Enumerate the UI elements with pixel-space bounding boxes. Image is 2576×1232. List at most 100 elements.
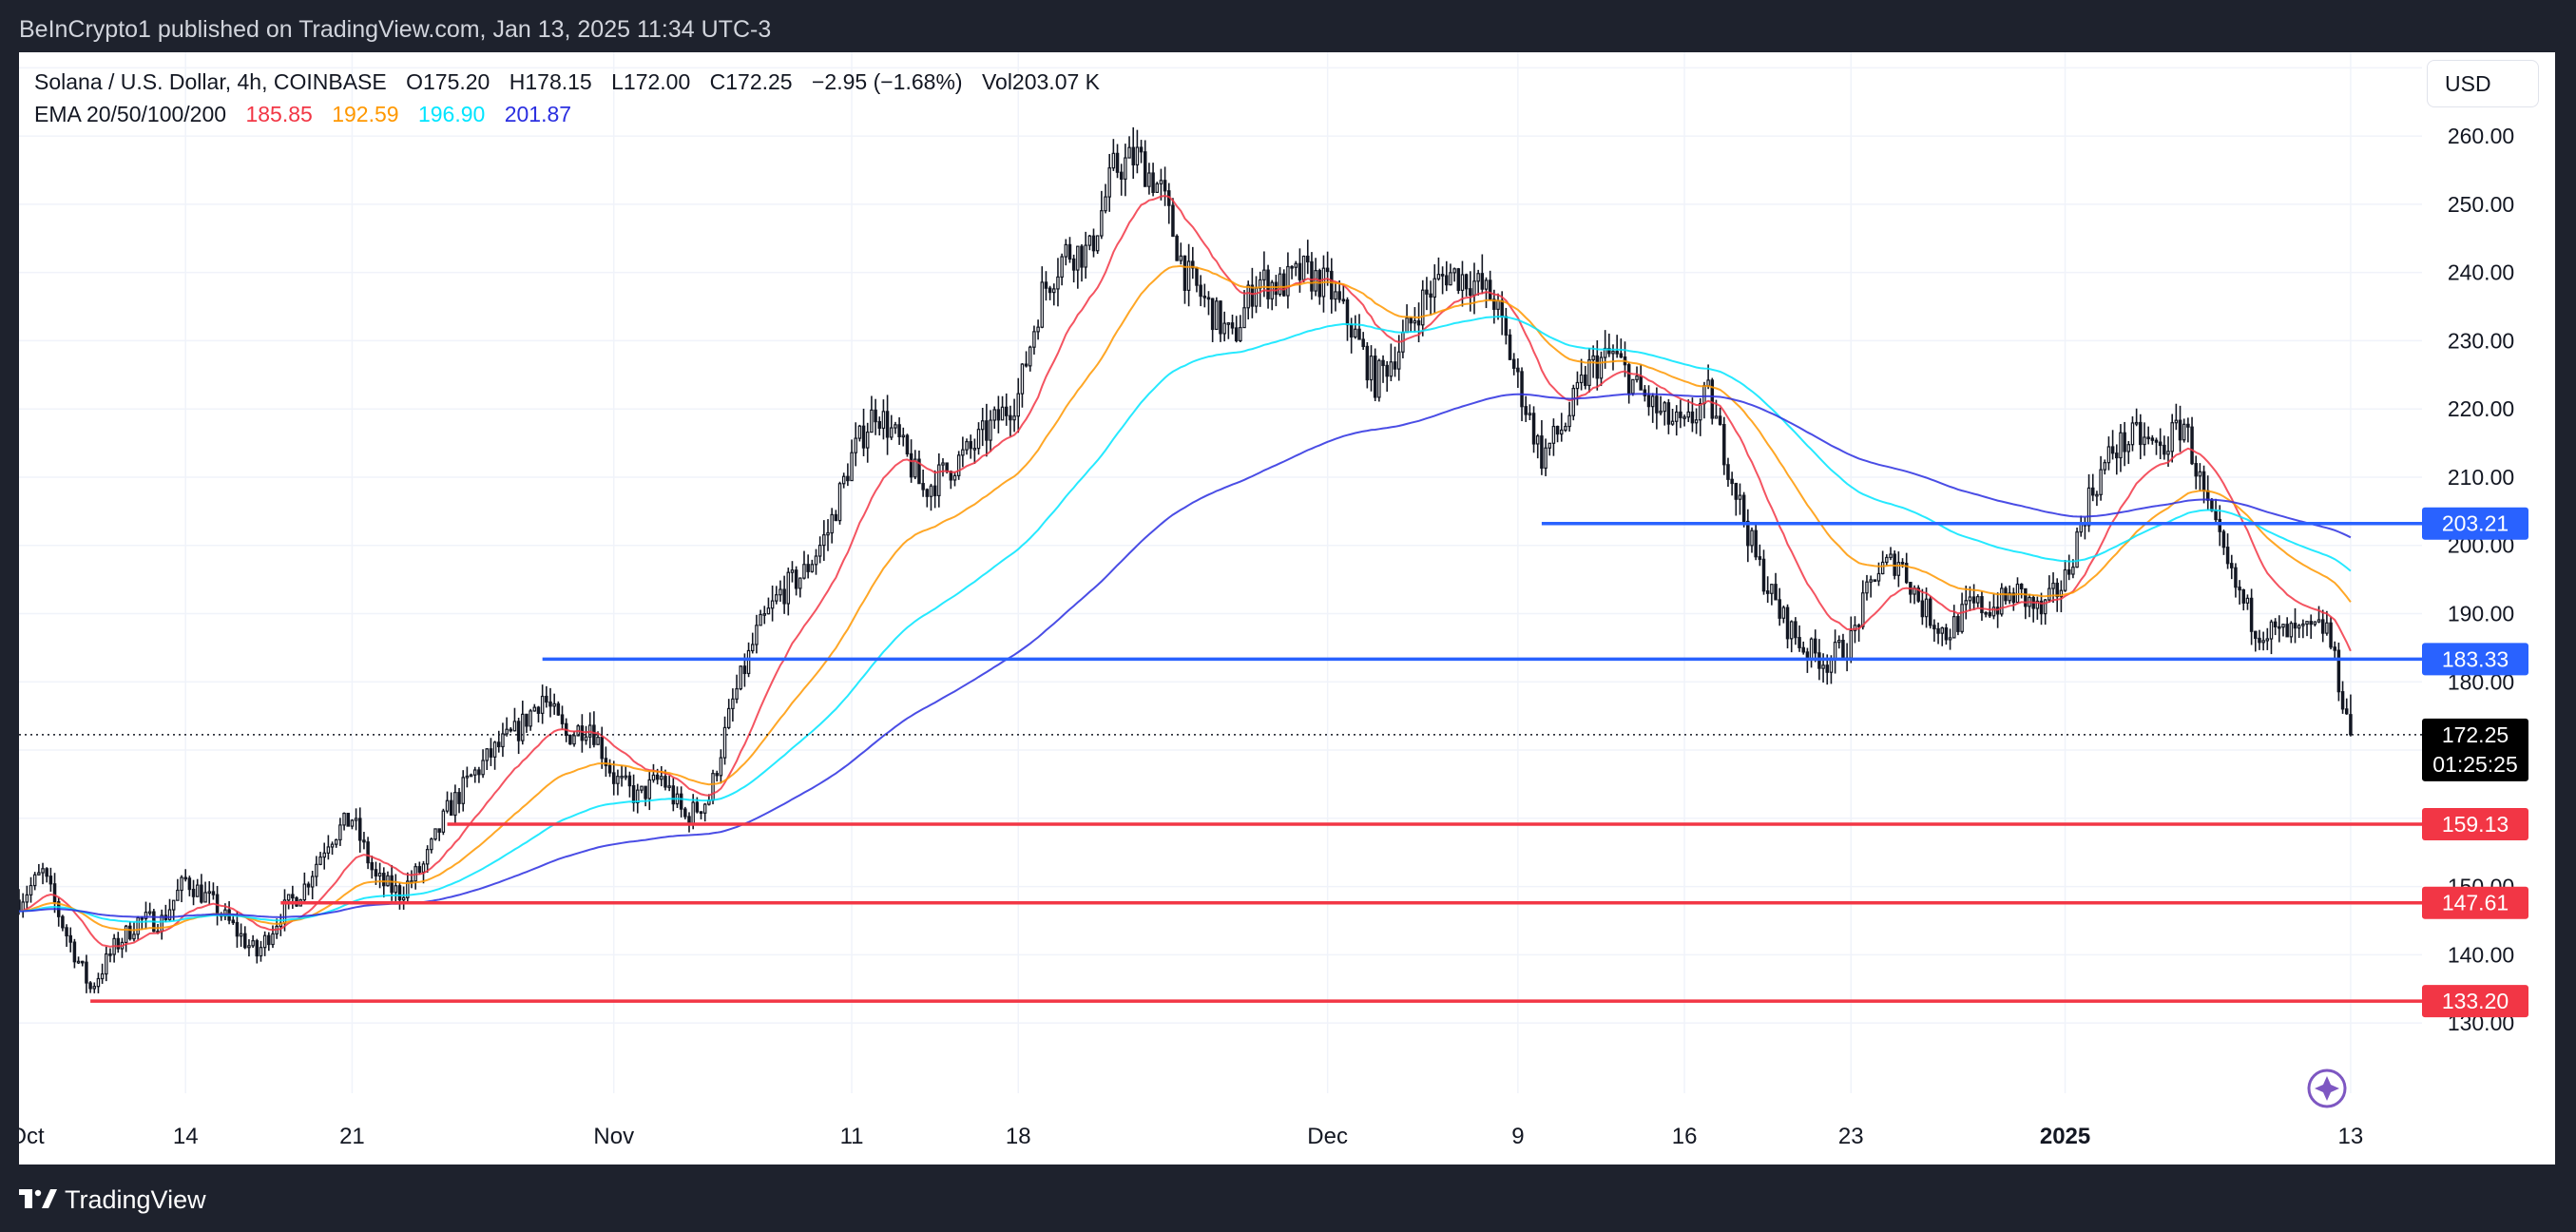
candle-body [2281,624,2285,628]
candle-body [2130,422,2135,446]
candle-body [2285,624,2289,638]
candle-body [1012,415,1016,421]
candle-body [2305,621,2309,626]
candle-body [1182,255,1187,291]
candle-body [318,857,322,865]
candle-body [1278,273,1282,296]
candle-body [1869,579,1873,583]
candle-body [171,899,176,911]
candle-body [2278,626,2281,629]
candle-body [481,760,485,776]
candle-body [1829,659,1834,673]
candle-body [1813,638,1817,654]
ema-label[interactable]: EMA 20/50/100/200 [34,102,227,126]
candle-body [870,409,874,433]
candle-body [735,687,739,700]
candle-body [1920,600,1925,618]
candle-body [901,434,906,438]
candle-body [183,876,187,880]
candle-body [956,454,961,476]
candle-body [877,420,881,430]
candle-body [200,884,203,903]
candle-body [846,475,850,482]
candle-body [1809,638,1814,660]
candle-body [759,613,762,626]
candle-body [548,701,552,707]
candle-body [2336,649,2341,693]
candle-body [1000,406,1005,421]
candle-body [1354,328,1357,338]
symbol-label[interactable]: Solana / U.S. Dollar, 4h, COINBASE [34,69,387,94]
candle-body [1880,561,1885,575]
candle-body [980,420,985,431]
candle-body [810,564,815,572]
candle-body [1936,627,1940,634]
candle-body [2234,567,2238,588]
candle-body [2063,568,2067,591]
ema20-value: 185.85 [245,102,313,126]
candle-body [1682,416,1686,419]
publisher-text: BeInCrypto1 published on TradingView.com… [19,16,772,43]
candle-body [1785,606,1790,640]
candle-body [1210,298,1215,331]
candle-body [1306,255,1310,263]
chart-panel[interactable]: 130.00140.00150.00160.00170.00180.00190.… [19,52,2555,1165]
candle-body [2265,638,2270,642]
candle-body [1071,258,1076,271]
candle-body [1904,563,1909,584]
candle-body [1781,606,1786,619]
candle-body [2091,487,2095,496]
candle-body [1345,298,1350,326]
currency-button[interactable]: USD [2427,60,2539,107]
candle-body [2039,600,2044,615]
candle-body [315,863,318,877]
candle-body [1511,358,1516,369]
candle-body [322,852,326,858]
candle-body [1591,355,1595,361]
candle-body [976,429,981,450]
tradingview-brand[interactable]: TradingView [19,1185,206,1214]
candle-body [2024,587,2028,607]
candle-body [1421,289,1425,326]
candle-body [989,419,992,441]
candle-body [2103,462,2107,471]
candle-body [1413,319,1417,324]
candle-body [2043,599,2047,615]
candle-body [2055,582,2059,598]
candle-body [894,424,897,429]
time-tick-label: 21 [339,1124,365,1149]
candle-body [346,812,350,827]
candle-body [1599,356,1604,379]
low-value: L172.00 [611,69,691,94]
level-label-box [2422,886,2528,919]
candle-body [854,437,857,453]
candle-body [969,441,972,450]
candle-body [397,885,402,901]
candle-body [2320,619,2325,634]
level-label-box [2422,985,2528,1018]
candle-body [1488,279,1492,300]
candle-body [1841,639,1845,660]
candle-body [2178,419,2182,441]
candle-body [616,776,620,784]
candle-body [1702,385,1706,405]
candle-body [330,843,335,848]
candle-body [1504,316,1509,337]
candle-body [1127,146,1131,159]
price-tick-label: 140.00 [2448,942,2514,967]
price-tick-label: 230.00 [2448,328,2514,353]
candle-body [1115,152,1120,173]
candle-body [917,458,921,485]
high-value: H178.15 [509,69,592,94]
candle-body [1928,598,1932,626]
candle-body [1984,611,1988,615]
candle-body [497,741,501,748]
candle-body [1916,587,1920,602]
candle-body [1587,358,1591,387]
candle-body [1337,291,1341,300]
candle-body [509,728,513,732]
candle-body [972,448,977,451]
price-chart[interactable]: 130.00140.00150.00160.00170.00180.00190.… [19,52,2555,1165]
candle-body [905,434,910,455]
compass-icon[interactable] [2307,1068,2347,1108]
